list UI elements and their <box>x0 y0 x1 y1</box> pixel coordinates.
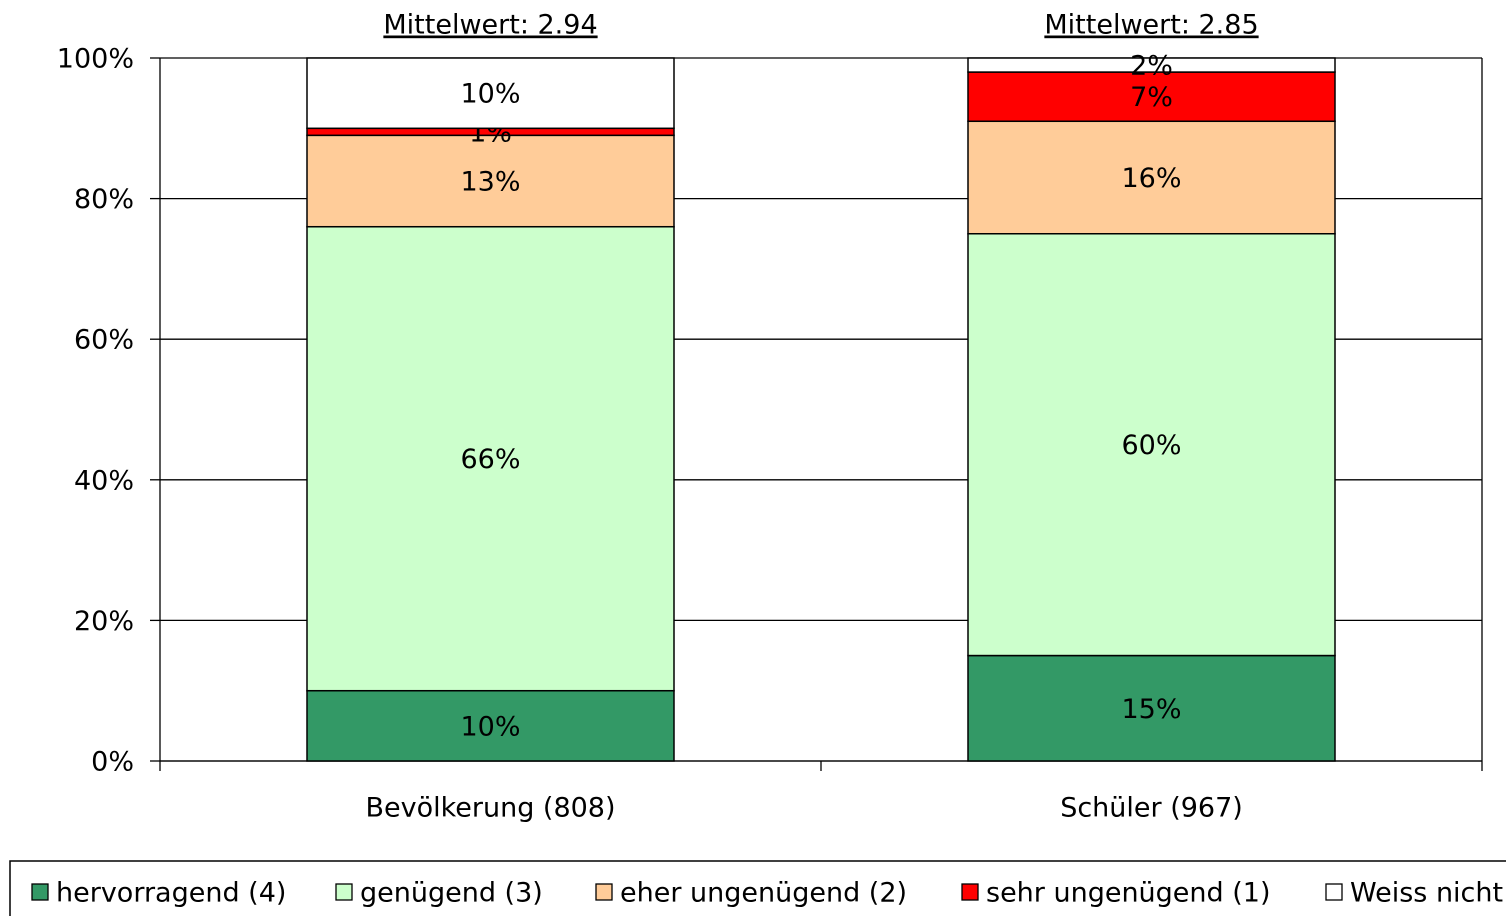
y-tick-label: 100% <box>57 44 134 75</box>
legend-label: genügend (3) <box>360 878 543 909</box>
bar-segment <box>967 57 1336 73</box>
bar-segment <box>306 57 675 130</box>
legend-swatch <box>31 883 49 901</box>
bar-segment <box>967 233 1336 657</box>
annotation: Mittelwert: 2.94 <box>383 10 597 41</box>
y-tick-label: 60% <box>74 325 134 356</box>
legend-label: sehr ungenügend (1) <box>986 878 1271 909</box>
data-label: 2% <box>1130 51 1173 82</box>
x-tick-label: Schüler (967) <box>1060 793 1243 824</box>
bar-segment <box>967 654 1336 762</box>
legend-swatch <box>595 883 613 901</box>
bar-segment <box>306 225 675 692</box>
y-tick-label: 0% <box>91 747 134 778</box>
y-tick-label: 20% <box>74 606 134 637</box>
y-tick-label: 40% <box>74 465 134 496</box>
legend-swatch <box>335 883 353 901</box>
legend-label: Weiss nicht <box>1350 878 1503 909</box>
bar-segment <box>967 120 1336 235</box>
legend-swatch <box>1325 883 1343 901</box>
x-tick-label: Bevölkerung (808) <box>365 793 615 824</box>
legend-label: hervorragend (4) <box>56 878 286 909</box>
data-label: 13% <box>460 167 520 198</box>
legend-box <box>9 860 1506 916</box>
legend-label: eher ungenügend (2) <box>620 878 907 909</box>
data-label: 7% <box>1130 82 1173 113</box>
y-tick-label: 80% <box>74 184 134 215</box>
bar-segment <box>967 71 1336 123</box>
data-label: 60% <box>1121 430 1181 461</box>
data-label: 15% <box>1121 694 1181 725</box>
data-label: 10% <box>460 79 520 110</box>
data-label: 66% <box>460 444 520 475</box>
data-label: 16% <box>1121 163 1181 194</box>
annotation: Mittelwert: 2.85 <box>1044 10 1258 41</box>
legend-swatch <box>961 883 979 901</box>
data-label: 10% <box>460 711 520 742</box>
